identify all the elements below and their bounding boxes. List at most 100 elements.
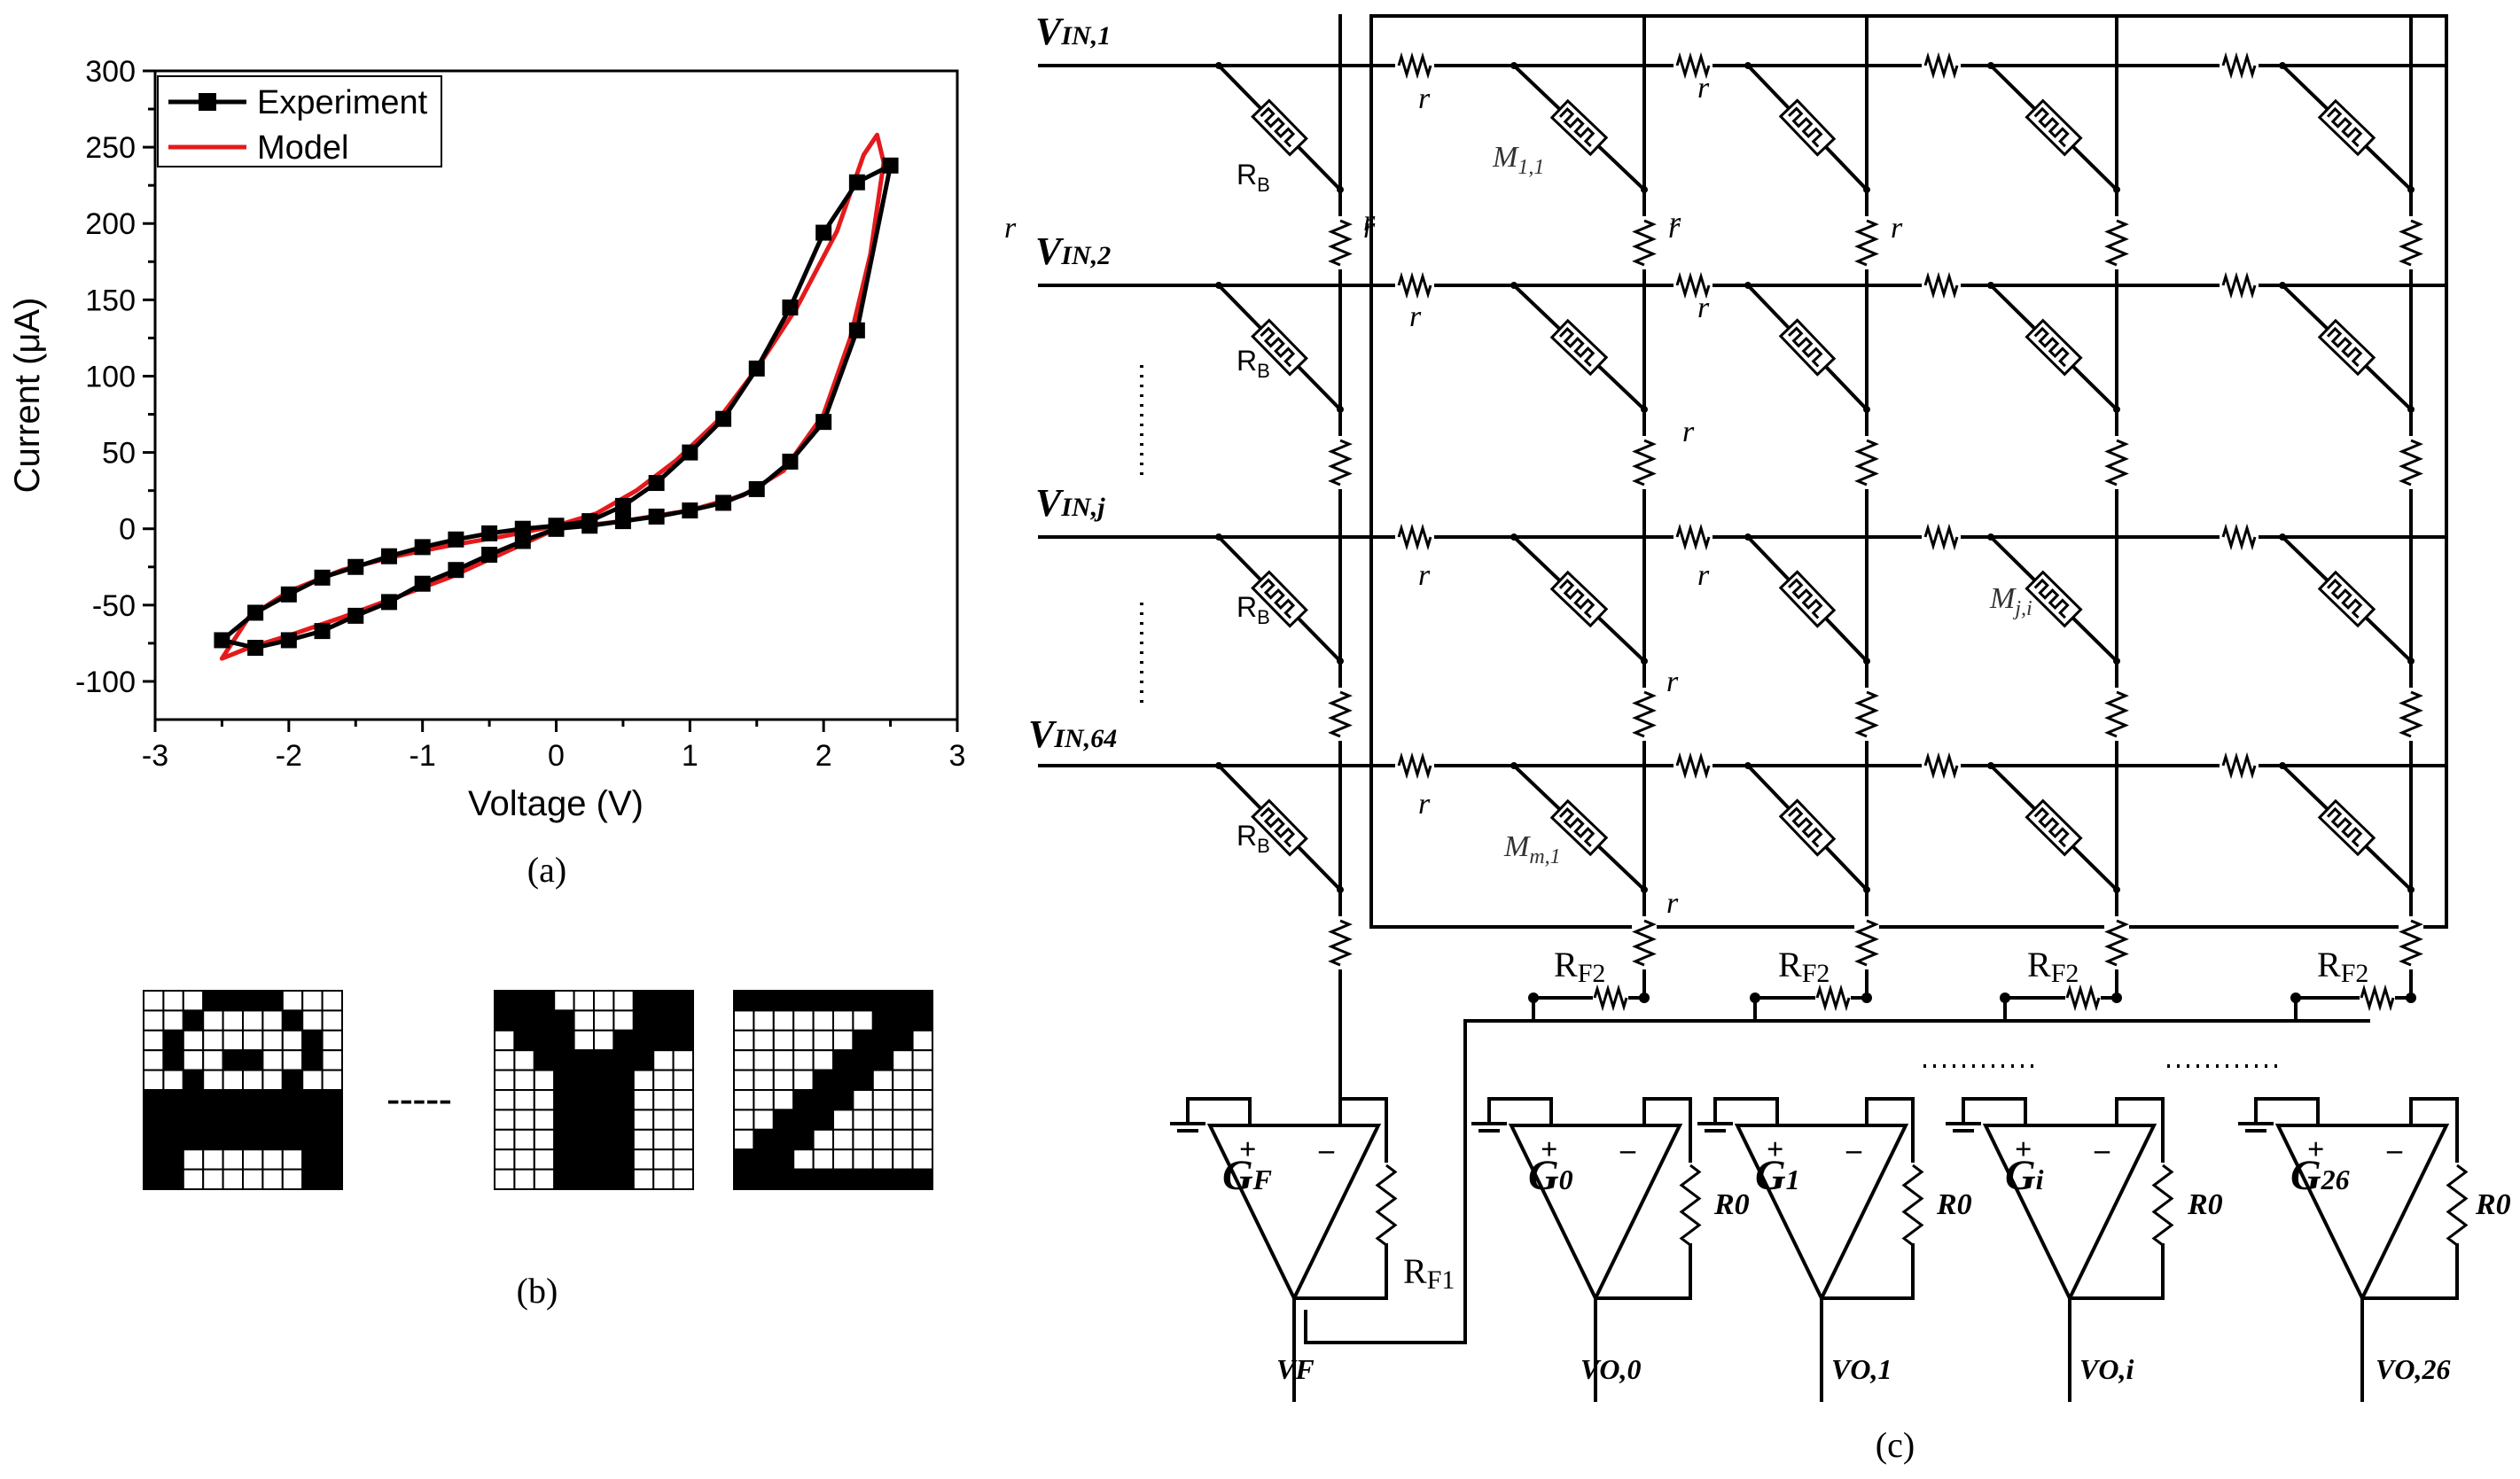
pattern-cell: [533, 1049, 556, 1071]
input-label-1: VIN,1: [1035, 10, 1111, 53]
pattern-cell: [143, 1109, 165, 1131]
data-point: [414, 575, 431, 592]
pattern-cell: [612, 1069, 635, 1091]
letter-patterns: ----- (b): [143, 990, 933, 1311]
r-label: r: [1891, 212, 1903, 245]
rb-label-j: RB: [1237, 591, 1270, 628]
pattern-cell: [871, 1109, 894, 1131]
pattern-cell: [573, 1168, 595, 1190]
memristor-3-1: [1510, 762, 1649, 893]
memristor-symbol: [1558, 806, 1595, 847]
pattern-cell: [652, 1128, 675, 1151]
junction-dot: [1214, 62, 1222, 70]
pattern-cell: [753, 1109, 775, 1131]
column-series-resistor: [1328, 919, 1353, 967]
r0-label-i: R0: [2187, 1188, 2223, 1221]
pattern-cell: [593, 990, 615, 1012]
pattern-cell: [182, 1009, 205, 1031]
memristor-symbol: [2326, 106, 2363, 148]
pattern-cell: [553, 1009, 575, 1031]
pattern-cell: [182, 1069, 205, 1091]
pattern-cell: [494, 1069, 516, 1091]
memristor-3-0: [1214, 762, 1345, 893]
r-label: r: [1697, 72, 1710, 105]
memristor-lead: [1988, 283, 2038, 331]
x-tick-label: 0: [548, 739, 565, 773]
pattern-cell: [672, 1109, 694, 1131]
pattern-cell: [321, 1069, 344, 1091]
pattern-cell: [222, 1029, 245, 1052]
memristor-1-0: [1214, 282, 1345, 413]
pattern-cell: [593, 1029, 615, 1052]
pattern-cell: [242, 990, 264, 1012]
row-series-resistor: [2221, 271, 2257, 300]
pattern-cell: [652, 1069, 675, 1091]
memristor-lead: [1745, 534, 1792, 583]
opamp-label-1: G1: [1755, 1152, 1800, 1199]
opamp-label-0: G0: [1528, 1152, 1573, 1199]
pattern-cell: [612, 1089, 635, 1111]
pattern-cell: [672, 1029, 694, 1052]
series-line-model: [219, 132, 886, 661]
column-series-resistor: [2104, 219, 2129, 267]
pattern-cell: [733, 990, 755, 1012]
data-point: [514, 533, 531, 549]
data-point: [748, 480, 765, 497]
column-series-resistor: [2399, 439, 2423, 487]
memristor-lead: [2280, 283, 2330, 331]
memristor-lead: [2070, 844, 2119, 892]
pattern-cell: [222, 1049, 245, 1071]
memristor-symbol: [1558, 578, 1595, 619]
memristor-symbol: [2033, 326, 2070, 368]
junction-dot: [1744, 62, 1752, 70]
row-series-resistor: [1923, 523, 1959, 551]
rb-label-64: RB: [1237, 820, 1270, 857]
pattern-cell: [242, 1089, 264, 1111]
pattern-cell: [632, 1148, 655, 1171]
data-point: [280, 632, 297, 649]
data-point: [448, 531, 464, 548]
pattern-cell: [222, 1168, 245, 1190]
pattern-cell: [182, 1148, 205, 1171]
column-series-resistor: [1854, 439, 1879, 487]
row-series-resistor: [1675, 751, 1711, 780]
memristor-label-m-1: Mm,1: [1503, 830, 1561, 868]
minus-sign: –: [1318, 1133, 1335, 1166]
pattern-cell: [513, 1089, 535, 1111]
pattern-cell: [494, 1049, 516, 1071]
junction-dot: [1986, 281, 1994, 289]
pattern-cell: [301, 1029, 324, 1052]
memristor-0-3: [1986, 61, 2121, 194]
pattern-cell: [792, 1109, 815, 1131]
memristor-lead: [1511, 283, 1563, 332]
pattern-cell: [281, 1148, 304, 1171]
memristor-lead: [1822, 363, 1869, 412]
memristor-symbol: [2033, 806, 2070, 848]
crossbar-array-boundary: [1369, 14, 2448, 929]
pattern-cell: [182, 1089, 205, 1111]
data-point: [715, 494, 732, 511]
row-series-resistor: [1675, 523, 1711, 551]
data-point: [614, 497, 631, 514]
junction-dot: [1861, 992, 1872, 1003]
pattern-cell: [533, 1069, 556, 1091]
pattern-cell: [892, 1029, 914, 1052]
data-point: [648, 475, 665, 492]
pattern-cell: [593, 1168, 615, 1190]
pattern-cell: [911, 1109, 933, 1131]
row-series-resistor: [1675, 271, 1711, 300]
memristor-0-0: [1214, 62, 1345, 193]
pattern-cell: [182, 1128, 205, 1151]
pattern-cell: [281, 1109, 304, 1131]
pattern-cell: [772, 1049, 795, 1071]
pattern-cell: [812, 1069, 834, 1091]
pattern-cell: [242, 1029, 264, 1052]
pattern-cell: [911, 1168, 933, 1190]
pattern-cell: [553, 1109, 575, 1131]
memristor-0-2: [1744, 62, 1870, 193]
memristor-lead: [1595, 143, 1647, 192]
pattern-cell: [143, 990, 165, 1012]
pattern-cell: [632, 1049, 655, 1071]
junction-dot: [1639, 992, 1650, 1003]
pattern-cell: [632, 1029, 655, 1052]
